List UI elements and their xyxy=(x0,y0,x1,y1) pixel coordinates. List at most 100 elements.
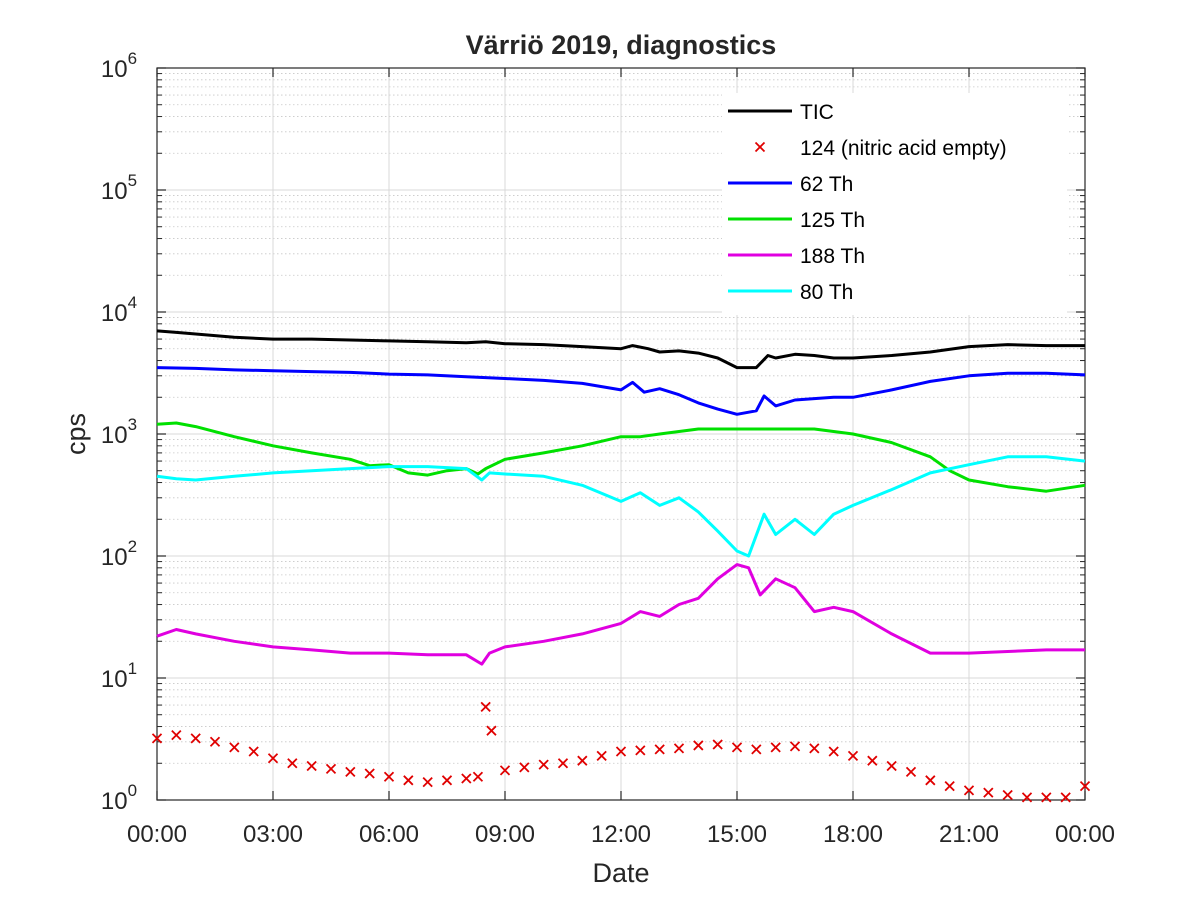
data-point xyxy=(486,725,497,736)
data-point xyxy=(828,746,839,757)
y-axis-label: cps xyxy=(61,413,91,455)
y-tick-label: 101 xyxy=(101,659,137,693)
data-point xyxy=(461,773,472,784)
legend-item: TIC xyxy=(728,101,834,124)
x-tick-label: 12:00 xyxy=(591,821,651,848)
legend-label: 62 Th xyxy=(800,173,853,196)
data-point xyxy=(287,758,298,769)
data-point xyxy=(867,755,878,766)
x-tick-label: 00:00 xyxy=(1055,821,1115,848)
legend-item: 125 Th xyxy=(728,209,865,232)
chart-title: Värriö 2019, diagnostics xyxy=(466,30,777,60)
data-point-stroke xyxy=(557,758,569,769)
legend-item: 124 (nitric acid empty) xyxy=(754,137,1007,160)
data-point xyxy=(171,730,182,741)
axis-ticks: 100 101 102 103 104 105 106 00:00 03:00 06:00 09:0… xyxy=(101,49,1115,848)
data-point xyxy=(963,785,975,796)
series-line xyxy=(156,366,1086,416)
data-point-stroke xyxy=(577,755,588,766)
data-point xyxy=(635,745,646,756)
data-point xyxy=(248,746,259,757)
data-point-stroke xyxy=(461,773,472,784)
data-point-stroke xyxy=(403,775,414,786)
data-point-stroke xyxy=(635,745,646,756)
data-point xyxy=(306,760,317,772)
data-point xyxy=(557,758,569,769)
legend-item: 80 Th xyxy=(728,281,853,304)
data-point xyxy=(770,742,781,753)
data-point xyxy=(789,741,801,752)
data-point-stroke xyxy=(325,763,337,774)
legend-label: 188 Th xyxy=(800,245,865,268)
data-point xyxy=(267,753,279,764)
data-point-stroke xyxy=(673,743,685,754)
series-124 xyxy=(151,701,1091,803)
series-line xyxy=(156,329,1085,370)
data-point xyxy=(422,777,433,788)
data-point xyxy=(383,771,395,782)
data-point xyxy=(596,750,607,762)
data-point-stroke xyxy=(209,736,221,747)
series-125 xyxy=(156,421,1086,493)
data-point xyxy=(1041,792,1052,803)
legend-item: 188 Th xyxy=(728,245,865,268)
series-80 xyxy=(156,455,1086,558)
data-point-stroke xyxy=(828,746,839,757)
data-point xyxy=(1002,789,1013,801)
data-point-stroke xyxy=(731,742,743,753)
data-point xyxy=(209,736,221,747)
data-point xyxy=(499,765,511,776)
data-point-stroke xyxy=(596,750,607,762)
data-point-stroke xyxy=(190,733,201,744)
data-point-stroke xyxy=(751,744,762,755)
legend-label: 125 Th xyxy=(800,209,865,232)
data-point-stroke xyxy=(151,733,163,744)
data-point xyxy=(809,743,820,754)
x-tick-label: 18:00 xyxy=(823,821,883,848)
data-point-stroke xyxy=(944,780,955,792)
data-point-stroke xyxy=(693,740,704,751)
data-point xyxy=(151,733,163,744)
legend: TIC 124 (nitric acid empty) 62 Th 125 Th 188… xyxy=(722,93,1067,315)
data-point xyxy=(654,744,665,755)
data-point xyxy=(754,141,766,153)
data-point xyxy=(345,766,356,778)
series-line xyxy=(156,455,1086,558)
data-point-stroke xyxy=(486,725,497,736)
data-point-stroke xyxy=(886,760,897,772)
data-point-stroke xyxy=(538,759,549,770)
data-point xyxy=(538,759,549,770)
data-point-stroke xyxy=(963,785,975,796)
data-point-stroke xyxy=(171,730,182,741)
data-point xyxy=(1021,792,1033,803)
legend-label: 124 (nitric acid empty) xyxy=(800,137,1007,160)
series-line xyxy=(156,563,1085,666)
data-point-stroke xyxy=(809,743,820,754)
x-axis-label: Date xyxy=(592,858,649,888)
y-tick-label: 102 xyxy=(101,537,137,571)
x-tick-label: 21:00 xyxy=(939,821,999,848)
data-point-stroke xyxy=(712,739,723,750)
legend-label: TIC xyxy=(800,101,834,124)
data-point-stroke xyxy=(383,771,395,782)
data-point xyxy=(673,743,685,754)
data-point xyxy=(944,780,955,792)
data-point-stroke xyxy=(248,746,259,757)
data-point-stroke xyxy=(770,742,781,753)
series-tic xyxy=(156,329,1085,370)
y-tick-label: 104 xyxy=(101,293,137,327)
data-point-stroke xyxy=(267,753,279,764)
data-point-stroke xyxy=(345,766,356,778)
data-point xyxy=(615,746,627,757)
x-tick-label: 06:00 xyxy=(359,821,419,848)
data-point-stroke xyxy=(789,741,801,752)
data-point xyxy=(751,744,762,755)
x-tick-label: 15:00 xyxy=(707,821,767,848)
data-point xyxy=(886,760,897,772)
data-point-stroke xyxy=(1021,792,1033,803)
data-point-stroke xyxy=(847,750,859,762)
data-point-stroke xyxy=(654,744,665,755)
data-point xyxy=(983,787,994,798)
legend-label: 80 Th xyxy=(800,281,853,304)
data-point-stroke xyxy=(287,758,298,769)
